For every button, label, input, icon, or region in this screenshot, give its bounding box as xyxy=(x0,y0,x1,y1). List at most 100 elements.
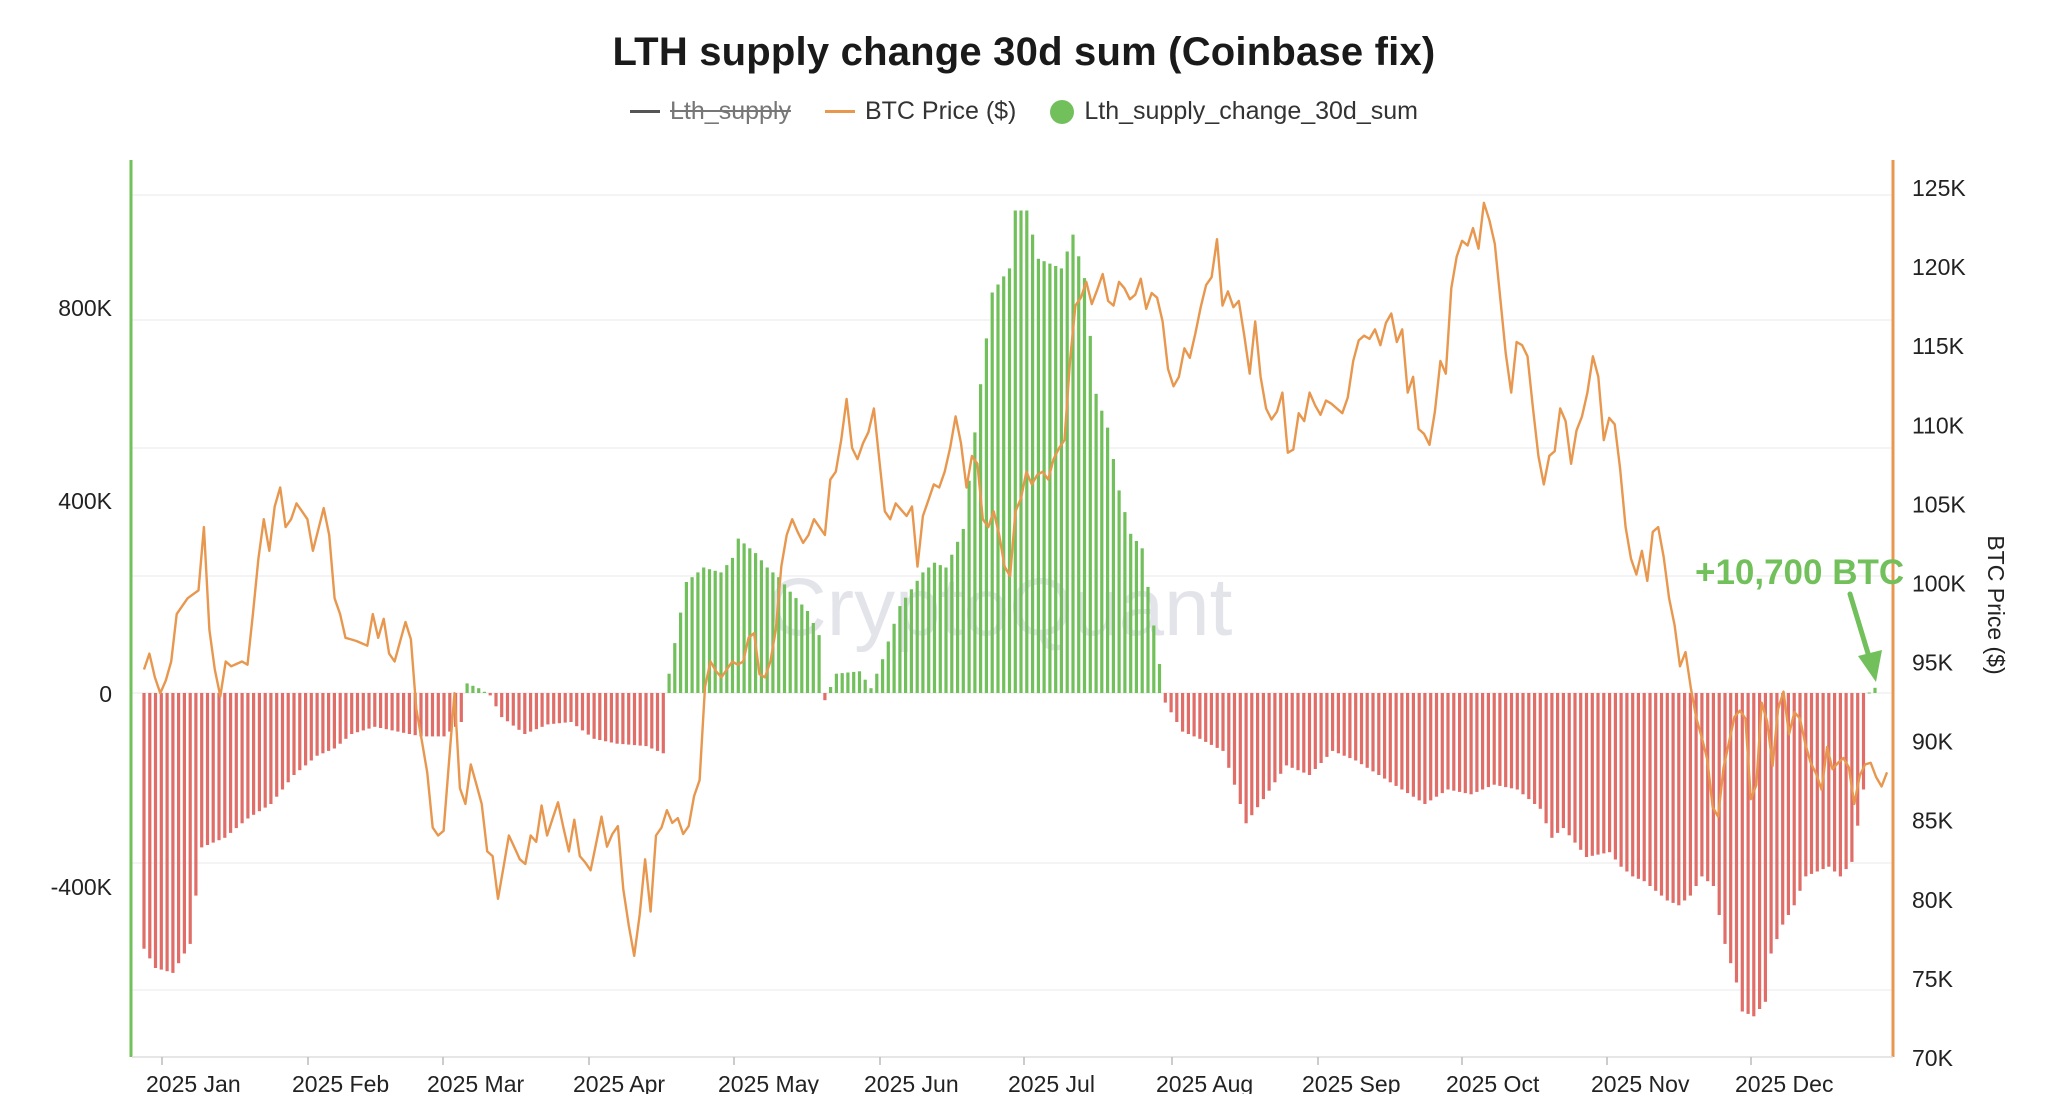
supply-bar xyxy=(1873,687,1877,693)
legend-item-btc-price[interactable]: BTC Price ($) xyxy=(824,97,1016,126)
supply-bar xyxy=(863,679,867,693)
supply-bar xyxy=(338,693,342,744)
supply-bar xyxy=(1088,335,1092,693)
supply-bar xyxy=(1729,693,1733,964)
supply-bar xyxy=(1117,490,1121,693)
supply-bar xyxy=(1608,693,1612,853)
supply-bar xyxy=(1267,693,1271,791)
supply-bar xyxy=(1394,693,1398,786)
legend-item-lth-supply-change[interactable]: Lth_supply_change_30d_sum xyxy=(1050,97,1418,126)
supply-bar xyxy=(171,693,175,973)
supply-bar xyxy=(1648,693,1652,886)
supply-bar xyxy=(1365,693,1369,768)
supply-bar xyxy=(1556,693,1560,833)
supply-bar xyxy=(655,693,660,751)
right-tick-label: 100K xyxy=(1912,571,1966,597)
supply-bar xyxy=(1140,548,1144,694)
supply-bar xyxy=(811,623,815,693)
supply-bar xyxy=(1458,693,1462,792)
supply-bar xyxy=(430,693,435,737)
x-tick-label: 2025 Aug xyxy=(1156,1071,1253,1094)
supply-bar xyxy=(367,693,371,729)
supply-bar xyxy=(1209,693,1213,745)
supply-bar xyxy=(448,693,452,732)
right-tick-label: 110K xyxy=(1912,412,1965,438)
supply-bar xyxy=(1429,693,1433,801)
supply-bar xyxy=(471,685,475,693)
supply-bar xyxy=(1567,693,1571,836)
supply-bar xyxy=(511,693,515,726)
supply-bar xyxy=(1602,693,1606,854)
supply-bar xyxy=(1169,693,1173,713)
supply-bar xyxy=(194,693,198,896)
right-tick-label: 95K xyxy=(1912,650,1954,676)
supply-bar xyxy=(257,693,261,812)
supply-bar xyxy=(627,693,631,745)
supply-bar xyxy=(286,693,290,783)
supply-bar xyxy=(1654,693,1658,891)
supply-bar xyxy=(165,693,169,972)
supply-bar xyxy=(644,693,648,747)
supply-bar xyxy=(373,693,377,727)
x-tick-label: 2025 Jun xyxy=(864,1071,959,1094)
supply-bar xyxy=(1250,693,1254,816)
supply-bar xyxy=(950,554,954,693)
supply-bar xyxy=(1204,693,1208,742)
supply-bar xyxy=(500,693,504,718)
supply-bar xyxy=(1590,693,1594,856)
supply-bar xyxy=(1036,258,1040,694)
legend-item-lth-supply[interactable]: Lth_supply xyxy=(630,97,791,126)
price-series xyxy=(142,201,1889,957)
supply-bar xyxy=(898,606,902,693)
supply-bar xyxy=(1856,693,1860,826)
supply-bar xyxy=(1769,693,1773,954)
x-tick-label: 2025 Jul xyxy=(1008,1071,1095,1094)
left-tick-label: 800K xyxy=(58,295,112,321)
supply-bar xyxy=(298,693,302,771)
supply-bar xyxy=(1082,278,1087,693)
supply-bar xyxy=(384,693,388,730)
supply-bar xyxy=(1134,541,1138,693)
supply-bar xyxy=(1198,693,1202,739)
left-tick-label: 0 xyxy=(99,681,112,707)
supply-bar xyxy=(1181,693,1185,732)
supply-bar xyxy=(1279,693,1283,774)
supply-bar xyxy=(540,693,544,727)
supply-bar xyxy=(142,693,146,949)
supply-bar xyxy=(1290,693,1294,768)
supply-bar xyxy=(915,580,919,693)
supply-bar xyxy=(1371,693,1375,772)
right-tick-label: 120K xyxy=(1912,254,1966,280)
supply-bar xyxy=(1417,693,1421,801)
supply-bar xyxy=(679,612,683,693)
supply-bar xyxy=(1815,693,1819,872)
supply-bar xyxy=(1746,693,1750,1014)
x-tick-label: 2025 Dec xyxy=(1735,1071,1833,1094)
supply-bar xyxy=(396,693,400,732)
supply-bar xyxy=(1723,693,1727,944)
supply-bar xyxy=(834,673,838,693)
supply-bar xyxy=(505,693,510,722)
supply-bar xyxy=(1013,210,1017,693)
x-tick-label: 2025 Oct xyxy=(1446,1071,1540,1094)
supply-bar xyxy=(1100,410,1104,693)
supply-bar xyxy=(332,693,336,749)
axes xyxy=(129,160,1895,1058)
supply-bar xyxy=(1659,693,1664,896)
supply-bar xyxy=(1521,693,1525,795)
supply-bar xyxy=(1111,459,1115,693)
supply-bar xyxy=(886,641,890,693)
supply-bar xyxy=(938,565,942,693)
supply-bar xyxy=(1031,234,1035,693)
supply-bar xyxy=(592,693,596,739)
supply-bar xyxy=(1463,693,1467,794)
supply-bar xyxy=(569,693,573,722)
supply-bar xyxy=(650,693,654,749)
supply-bar xyxy=(1833,693,1837,872)
tick-labels: 800K 400K 0 -400K 125K 120K 115K 110K 105K 100K 95… xyxy=(51,175,2009,1094)
supply-bar xyxy=(667,673,671,693)
annotation-arrow-shaft xyxy=(1847,591,1873,663)
supply-bar xyxy=(223,693,227,838)
supply-bar xyxy=(823,693,827,701)
supply-bar xyxy=(1232,693,1237,785)
